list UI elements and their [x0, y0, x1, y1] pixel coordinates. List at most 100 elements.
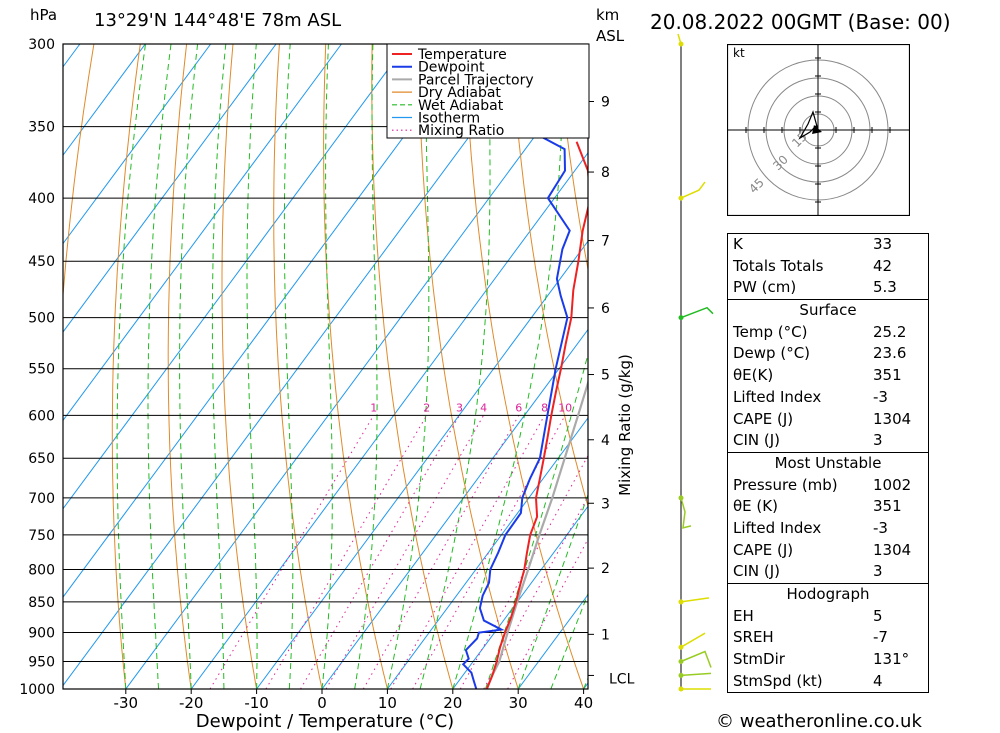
index-row: θE (K) 351 — [728, 496, 928, 518]
temperature-tick-label: 40 — [574, 694, 593, 712]
wind-barb — [680, 650, 712, 668]
km-tick-label: 9 — [601, 95, 610, 111]
index-value: 1304 — [873, 409, 912, 428]
isotherm-line — [125, 63, 588, 689]
pressure-tick-label: 750 — [28, 528, 55, 544]
isotherm-line — [452, 505, 588, 689]
wet-adiabat-line — [147, 44, 172, 689]
index-label: θE (K) — [733, 497, 778, 516]
datetime-title: 20.08.2022 00GMT (Base: 00) — [650, 10, 951, 34]
isotherm-line — [63, 44, 277, 333]
km-tick-label: 8 — [601, 165, 610, 181]
index-value: 3 — [873, 562, 883, 581]
mixing-ratio-label: 6 — [515, 401, 522, 414]
hpa-unit-label: hPa — [30, 6, 58, 24]
most-unstable-heading: Most Unstable — [774, 453, 882, 472]
mixing-ratio-label: 8 — [541, 401, 548, 414]
index-label: StmSpd (kt) — [733, 671, 823, 690]
km-unit-label: km — [596, 6, 620, 24]
dry-adiabat-line — [929, 44, 1000, 689]
wind-level-dot — [678, 41, 684, 47]
temperature-tick-label: -30 — [114, 694, 139, 712]
index-row: Temp (°C) 25.2 — [728, 322, 928, 344]
index-label: StmDir — [733, 650, 785, 669]
index-label: PW (cm) — [733, 278, 797, 297]
index-value: 5.3 — [873, 278, 897, 297]
pressure-tick-label: 450 — [28, 254, 55, 270]
wet-adiabat-line — [179, 44, 199, 689]
dry-adiabat-line — [975, 44, 1000, 689]
index-label: CIN (J) — [733, 431, 781, 450]
temperature-tick-label: -20 — [179, 694, 204, 712]
hodograph-unit-label: kt — [733, 46, 745, 60]
temperature-tick-label: 0 — [317, 694, 327, 712]
mixing-ratio-axis-label: Mixing Ratio (g/kg) — [616, 354, 634, 496]
mixing-ratio-label: 10 — [558, 401, 572, 414]
wet-adiabat-line — [419, 44, 491, 689]
index-value: -3 — [873, 387, 888, 406]
isotherm-line — [63, 44, 212, 245]
pressure-tick-label: 950 — [28, 655, 55, 671]
pressure-tick-label: 400 — [28, 191, 55, 207]
hodograph-heading: Hodograph — [786, 585, 870, 603]
copyright-footer: © weatheronline.co.uk — [716, 711, 922, 732]
km-tick-label: 6 — [601, 301, 610, 317]
pressure-tick-label: 850 — [28, 595, 55, 611]
temperature-tick-label: -10 — [244, 694, 269, 712]
most-unstable-section: Most Unstable Pressure (mb) 1002 θE (K) 35… — [728, 451, 928, 583]
index-row: Pressure (mb) 1002 — [728, 475, 928, 497]
pressure-tick-label: 1000 — [19, 682, 55, 698]
x-axis-label: Dewpoint / Temperature (°C) — [196, 711, 454, 732]
index-value: 3 — [873, 431, 883, 450]
mixing-ratio-label: 1 — [370, 401, 377, 414]
pressure-tick-label: 900 — [28, 626, 55, 642]
hodograph-section: Hodograph EH 5 SREH -7 StmDir 131° StmSpd (… — [728, 583, 928, 692]
indices-top-section: K 33 Totals Totals 42 PW (cm) 5.3 — [728, 234, 928, 299]
wind-barb — [680, 306, 714, 319]
legend-entry-label: Mixing Ratio — [418, 123, 504, 139]
pressure-tick-label: 350 — [28, 120, 55, 136]
mixing-ratio-line — [362, 415, 520, 689]
index-label: θE(K) — [733, 366, 774, 385]
wind-barb — [680, 181, 706, 199]
index-label: SREH — [733, 628, 774, 647]
parcel-trajectory-line — [485, 379, 588, 689]
pressure-tick-label: 650 — [28, 451, 55, 467]
km-tick-label: 5 — [601, 368, 610, 384]
surface-heading: Surface — [799, 301, 857, 320]
legend-entry-label: Wet Adiabat — [418, 98, 504, 114]
location-title: 13°29'N 144°48'E 78m ASL — [94, 10, 342, 31]
isotherm-line — [63, 44, 342, 422]
wind-level-dot — [678, 195, 684, 201]
index-value: 351 — [873, 497, 902, 516]
dry-adiabat-line — [273, 44, 323, 689]
wind-level-dot — [678, 686, 684, 692]
isotherm-line — [0, 44, 15, 689]
index-row: θE(K) 351 — [728, 365, 928, 387]
index-row: PW (cm) 5.3 — [728, 277, 928, 299]
index-row: EH 5 — [728, 606, 928, 628]
lcl-label: LCL — [609, 671, 635, 687]
index-label: CAPE (J) — [733, 540, 794, 559]
index-value: 131° — [873, 650, 910, 669]
mixing-ratio-label: 2 — [423, 401, 430, 414]
hodograph-trace — [798, 110, 819, 140]
index-label: Lifted Index — [733, 518, 822, 537]
plot-frame — [62, 43, 589, 690]
wind-level-dot — [678, 659, 684, 665]
wind-profile — [677, 33, 714, 692]
index-row: Dewp (°C) 23.6 — [728, 343, 928, 365]
temperature-tick-label: 20 — [443, 694, 462, 712]
isotherm-line — [63, 44, 539, 687]
mixing-ratio-line — [265, 415, 428, 689]
isotherm-line — [256, 240, 588, 689]
dry-adiabat-line — [63, 44, 95, 302]
wet-adiabat-line — [517, 493, 588, 689]
index-value: 1304 — [873, 540, 912, 559]
dry-adiabat-line — [111, 44, 141, 689]
wet-adiabat-line — [116, 44, 146, 689]
storm-motion-arrow — [812, 125, 822, 134]
legend-entry-label: Isotherm — [418, 111, 480, 127]
